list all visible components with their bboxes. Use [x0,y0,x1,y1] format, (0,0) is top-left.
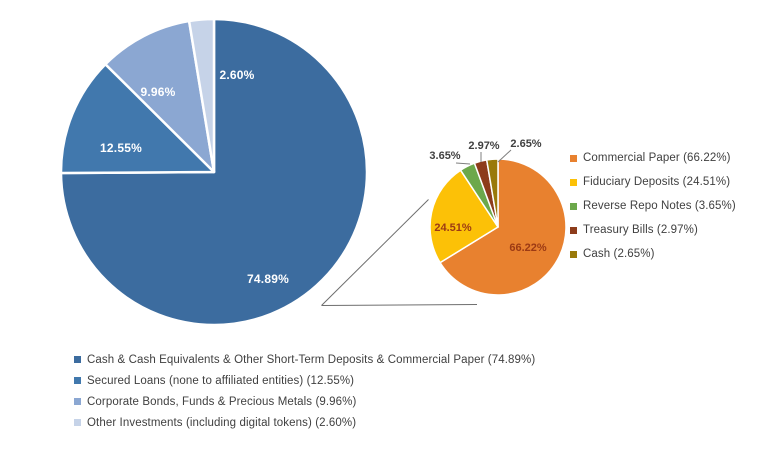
legend-item: Cash (2.65%) [570,242,736,266]
main-pie-label-cash-equivalents: 74.89% [247,272,289,286]
main-allocation-pie-slice-1 [59,62,216,175]
breakdown-pie-label-fiduciary-deposits: 24.51% [434,222,472,234]
main-pie-label-secured-loans: 12.55% [100,141,142,155]
breakdown-pie-label-treasury-bills: 2.97% [468,140,500,152]
main-allocation-pie-slice-2 [104,19,216,174]
legend-item: Commercial Paper (66.22%) [570,146,736,170]
legend-label: Cash & Cash Equivalents & Other Short-Te… [87,353,536,366]
legend-item: Treasury Bills (2.97%) [570,218,736,242]
legend-swatch-icon [570,250,577,258]
legend-item: Cash & Cash Equivalents & Other Short-Te… [74,349,535,370]
connector-line-top [321,199,429,306]
leader-line-cash [497,149,512,163]
main-allocation-pie-slice-3 [187,17,216,174]
legend-label: Fiduciary Deposits (24.51%) [583,176,731,188]
legend-label: Other Investments (including digital tok… [87,416,357,429]
legend-label: Secured Loans (none to affiliated entiti… [87,374,355,387]
legend-item: Corporate Bonds, Funds & Precious Metals… [74,391,535,412]
legend-item: Secured Loans (none to affiliated entiti… [74,370,535,391]
main-pie-label-other-investments: 2.60% [219,68,255,82]
legend-swatch-icon [570,154,577,162]
legend-item: Other Investments (including digital tok… [74,412,535,433]
main-allocation-pie [59,17,369,327]
breakdown-pie-label-reverse-repo: 3.65% [429,150,461,162]
legend-swatch-icon [570,178,577,186]
legend-swatch-icon [74,356,81,363]
legend-label: Corporate Bonds, Funds & Precious Metals… [87,395,357,408]
legend-label: Commercial Paper (66.22%) [583,152,731,164]
breakdown-pie [429,158,567,296]
breakdown-pie-slice-0 [439,158,567,296]
main-pie-label-corporate-bonds: 9.96% [140,85,176,99]
legend-label: Cash (2.65%) [583,248,655,260]
breakdown-pie-slice-1 [429,169,499,264]
legend-label: Reverse Repo Notes (3.65%) [583,200,736,212]
breakdown-pie-legend: Commercial Paper (66.22%) Fiduciary Depos… [570,146,736,266]
legend-swatch-icon [74,419,81,426]
leader-line-reverse-repo [455,162,471,165]
legend-swatch-icon [74,398,81,405]
legend-label: Treasury Bills (2.97%) [583,224,698,236]
breakdown-pie-label-cash: 2.65% [510,138,542,150]
legend-swatch-icon [74,377,81,384]
legend-item: Fiduciary Deposits (24.51%) [570,170,736,194]
connector-line-bottom [321,304,478,306]
legend-swatch-icon [570,202,577,210]
main-pie-legend: Cash & Cash Equivalents & Other Short-Te… [74,349,535,433]
breakdown-pie-label-commercial-paper: 66.22% [509,242,547,254]
legend-swatch-icon [570,226,577,234]
legend-item: Reverse Repo Notes (3.65%) [570,194,736,218]
main-allocation-pie-slice-0 [59,17,369,327]
breakdown-pie-slice-4 [485,158,499,228]
